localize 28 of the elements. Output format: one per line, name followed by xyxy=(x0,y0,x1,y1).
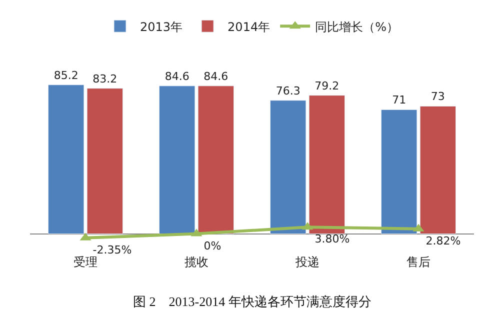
bar xyxy=(198,86,234,234)
data-label: 85.2 xyxy=(54,68,78,82)
data-label: 76.3 xyxy=(276,84,300,98)
data-label: 2.82% xyxy=(426,234,461,248)
bar xyxy=(270,100,306,234)
x-tick-label: 揽收 xyxy=(184,255,208,269)
data-label: 84.6 xyxy=(204,70,228,83)
data-label: 83.2 xyxy=(92,72,118,86)
bar xyxy=(158,86,196,234)
data-label: 73 xyxy=(430,90,445,104)
legend-label: 同比增长（%） xyxy=(315,20,398,34)
bar xyxy=(380,109,418,234)
legend-label: 2014年 xyxy=(228,20,270,34)
x-tick-label: 售后 xyxy=(406,255,430,269)
bar xyxy=(86,88,124,234)
x-tick-label: 受理 xyxy=(74,255,98,269)
data-label: 79.2 xyxy=(314,79,340,92)
text: 图 2 2013-2014 年快递各环节满意度得分 xyxy=(133,294,372,309)
bar xyxy=(420,106,456,234)
bar xyxy=(308,95,346,234)
data-label: -2.35% xyxy=(92,243,132,256)
data-label: 3.80% xyxy=(314,232,350,246)
data-label: 84.6 xyxy=(164,70,190,83)
x-tick-label: 投递 xyxy=(294,255,320,269)
bar xyxy=(48,84,84,234)
data-label: 71 xyxy=(392,94,406,107)
legend-label: 2013年 xyxy=(140,20,183,34)
data-label: 0% xyxy=(204,239,222,252)
